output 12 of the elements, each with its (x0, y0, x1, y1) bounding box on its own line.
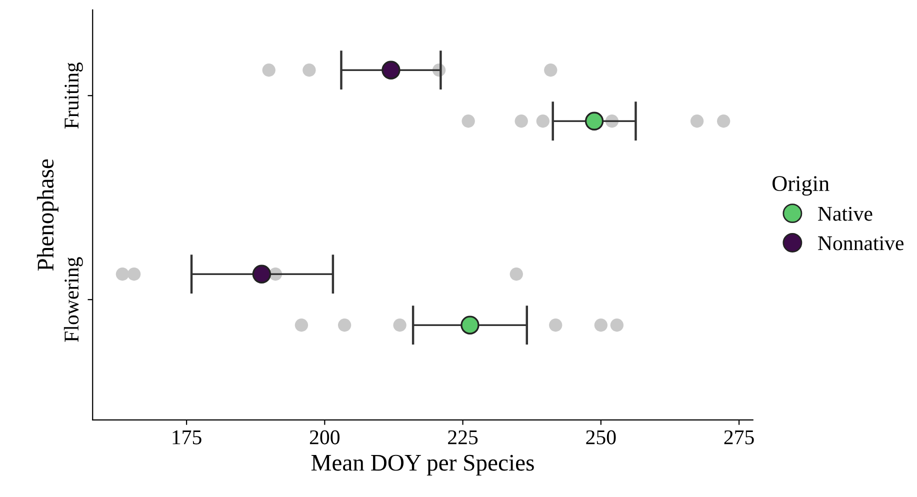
x-tick-label: 250 (586, 430, 616, 444)
legend-label: Native (818, 206, 872, 221)
x-tick-label: 275 (724, 430, 754, 444)
x-axis-title: Mean DOY per Species (311, 454, 534, 476)
y-axis-title: Phenophase (36, 159, 58, 271)
x-tick-label: 200 (310, 430, 340, 444)
legend-title: Origin (772, 176, 830, 196)
y-tick-label: Flowering (64, 257, 83, 342)
x-tick-label: 225 (448, 430, 478, 444)
y-tick-label: Fruiting (64, 62, 83, 129)
legend-label: Nonnative (818, 236, 904, 250)
x-tick-label: 175 (172, 430, 202, 444)
